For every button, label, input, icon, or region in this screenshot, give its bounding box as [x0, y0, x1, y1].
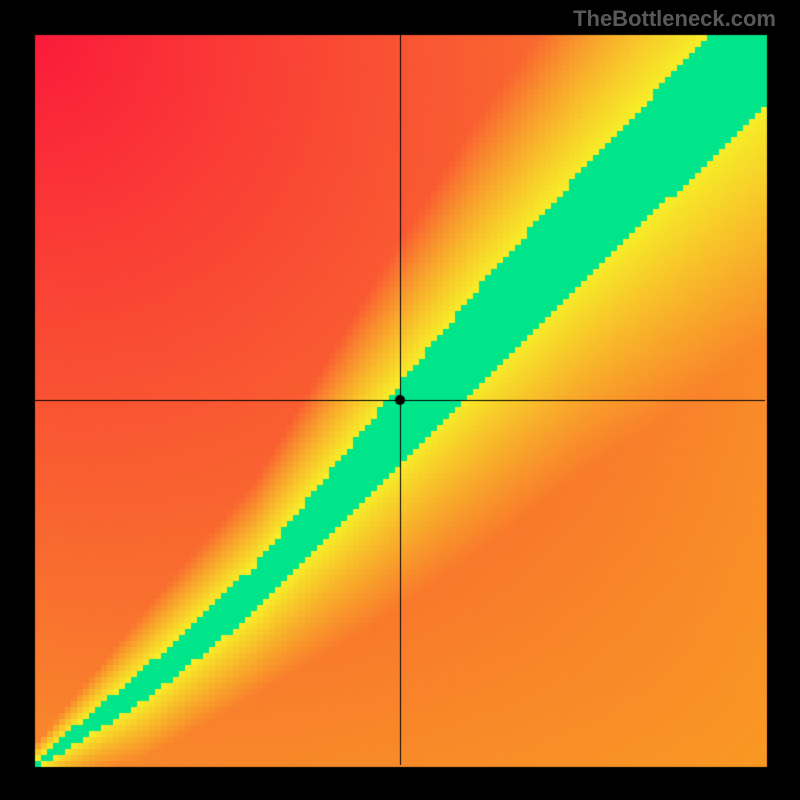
bottleneck-heatmap: [0, 0, 800, 800]
watermark-text: TheBottleneck.com: [573, 6, 776, 32]
